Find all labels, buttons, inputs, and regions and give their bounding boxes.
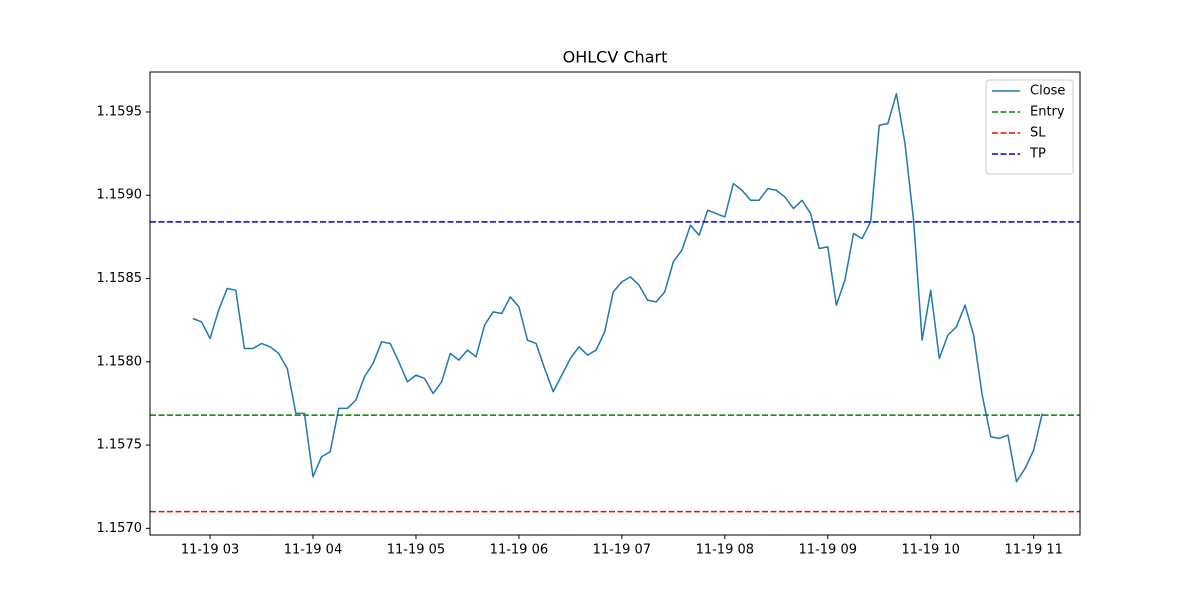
legend-label: SL [1030, 126, 1046, 141]
x-tick-label: 11-19 05 [387, 543, 445, 558]
chart-title: OHLCV Chart [563, 48, 668, 67]
x-tick-label: 11-19 10 [901, 543, 959, 558]
y-tick-label: 1.1575 [97, 438, 143, 453]
x-tick-label: 11-19 08 [696, 543, 754, 558]
legend-label: Close [1030, 84, 1065, 99]
y-tick-label: 1.1570 [97, 521, 143, 536]
y-tick-label: 1.1580 [97, 354, 143, 369]
x-tick-label: 11-19 03 [181, 543, 239, 558]
y-tick-label: 1.1585 [97, 271, 143, 286]
x-tick-label: 11-19 06 [490, 543, 548, 558]
legend-box [985, 79, 1074, 175]
x-tick-label: 11-19 07 [593, 543, 651, 558]
x-tick-label: 11-19 11 [1004, 543, 1062, 558]
x-tick-label: 11-19 04 [284, 543, 342, 558]
legend-label: Entry [1030, 105, 1065, 120]
x-tick-label: 11-19 09 [799, 543, 857, 558]
y-tick-label: 1.1595 [97, 104, 143, 119]
y-tick-label: 1.1590 [97, 188, 143, 203]
line-series [192, 92, 1043, 483]
plot-frame [149, 71, 1081, 536]
legend-label: TP [1029, 147, 1046, 162]
